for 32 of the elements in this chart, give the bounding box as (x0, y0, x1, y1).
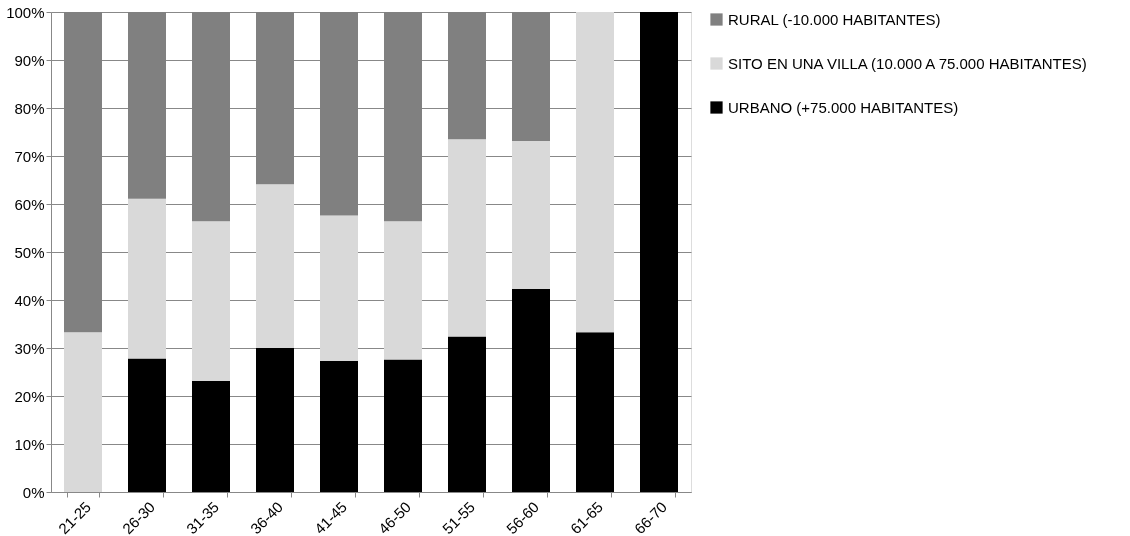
bar (640, 12, 678, 492)
bar (256, 184, 294, 348)
y-tick-label: 10% (14, 435, 45, 453)
y-tick-label: 100% (6, 3, 45, 21)
bar (256, 348, 294, 492)
bar (448, 139, 486, 337)
bar (448, 336, 486, 492)
bar (320, 215, 358, 361)
y-tick-label: 70% (14, 147, 45, 165)
y-tick-label: 0% (22, 483, 45, 501)
y-tick-label: 90% (14, 51, 45, 69)
y-tick-label: 20% (14, 387, 45, 405)
y-tick-label: 80% (14, 99, 45, 117)
bar (512, 288, 550, 492)
bar (128, 358, 166, 492)
bar (192, 221, 230, 382)
y-tick-label: 60% (14, 195, 45, 213)
bar (576, 12, 614, 333)
bar (64, 332, 102, 492)
y-tick-label: 30% (14, 339, 45, 357)
bar (384, 221, 422, 360)
bar (512, 141, 550, 289)
bar (384, 359, 422, 492)
y-tick-label: 50% (14, 243, 45, 261)
legend-label: URBANO (+75.000 HABITANTES) (728, 98, 959, 116)
legend-label: SITO EN UNA VILLA (10.000 A 75.000 HABITANTES) (728, 54, 1087, 72)
bar (576, 332, 614, 492)
bar (128, 198, 166, 359)
bar (192, 381, 230, 492)
bar (320, 360, 358, 492)
legend-label: RURAL (-10.000 HABITANTES) (728, 10, 941, 28)
y-tick-label: 40% (14, 291, 45, 309)
